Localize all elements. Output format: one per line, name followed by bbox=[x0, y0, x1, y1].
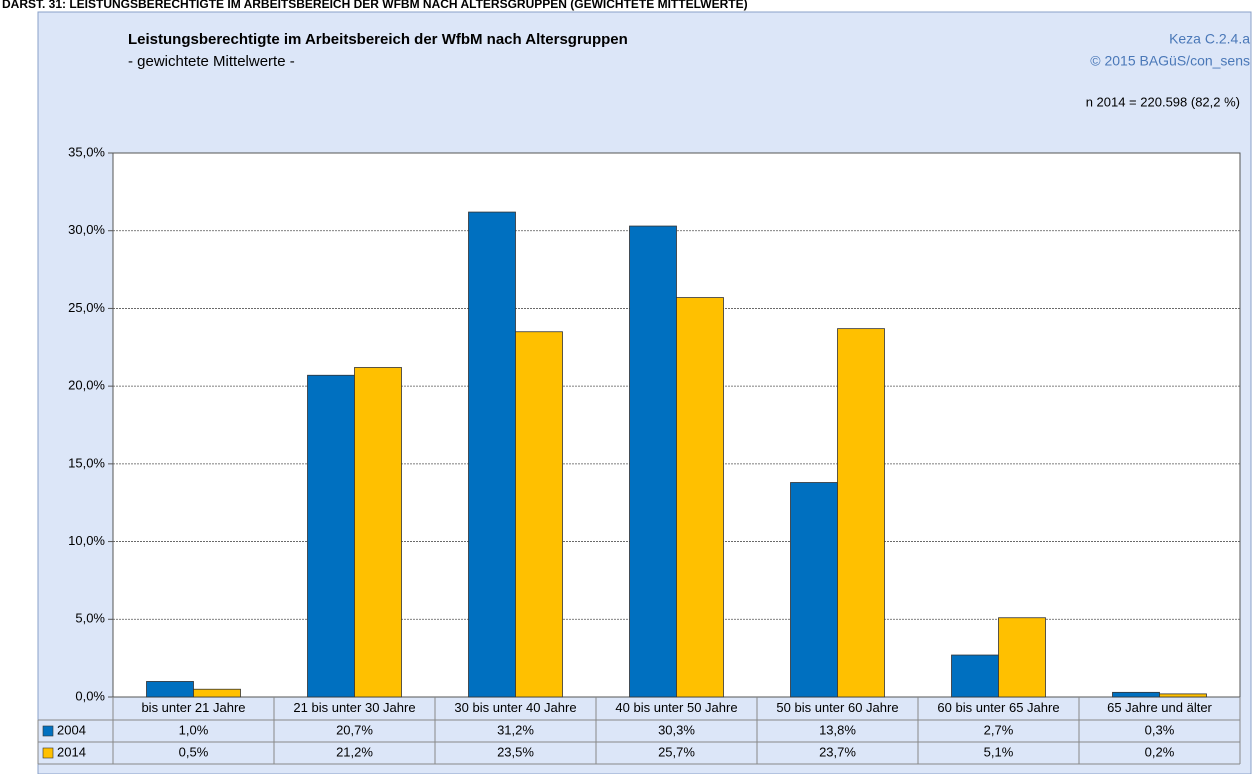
table-value: 5,1% bbox=[984, 744, 1014, 759]
bar bbox=[837, 328, 885, 698]
x-tick-label: 65 Jahre und älter bbox=[1107, 700, 1212, 715]
y-tick-label: 15,0% bbox=[68, 455, 105, 470]
table-value: 25,7% bbox=[658, 744, 695, 759]
table-value: 0,2% bbox=[1145, 744, 1175, 759]
bar bbox=[354, 367, 402, 698]
y-tick-label: 0,0% bbox=[75, 688, 105, 703]
x-tick-label: 21 bis unter 30 Jahre bbox=[293, 700, 415, 715]
bar bbox=[468, 211, 516, 698]
caption: DARST. 31: LEISTUNGSBERECHTIGTE IM ARBEI… bbox=[2, 0, 748, 11]
table-value: 30,3% bbox=[658, 722, 695, 737]
source-code: Keza C.2.4.a bbox=[1169, 31, 1250, 47]
bar bbox=[307, 374, 355, 698]
x-tick-label: 40 bis unter 50 Jahre bbox=[615, 700, 737, 715]
table-value: 23,5% bbox=[497, 744, 534, 759]
x-tick-label: 50 bis unter 60 Jahre bbox=[776, 700, 898, 715]
legend-key bbox=[42, 725, 54, 737]
bar bbox=[1159, 693, 1207, 698]
table-value: 23,7% bbox=[819, 744, 856, 759]
chart-title: Leistungsberechtigte im Arbeitsbereich d… bbox=[128, 31, 628, 48]
legend-label: 2004 bbox=[57, 722, 86, 737]
x-tick-label: 30 bis unter 40 Jahre bbox=[454, 700, 576, 715]
table-value: 1,0% bbox=[179, 722, 209, 737]
y-tick-label: 30,0% bbox=[68, 222, 105, 237]
table-value: 31,2% bbox=[497, 722, 534, 737]
bar bbox=[193, 688, 241, 698]
y-tick-label: 10,0% bbox=[68, 533, 105, 548]
table-value: 2,7% bbox=[984, 722, 1014, 737]
y-tick-label: 25,0% bbox=[68, 300, 105, 315]
copyright: © 2015 BAGüS/con_sens bbox=[1090, 53, 1250, 69]
bar bbox=[676, 297, 724, 698]
y-tick-label: 20,0% bbox=[68, 378, 105, 393]
x-tick-label: bis unter 21 Jahre bbox=[141, 700, 245, 715]
table-value: 13,8% bbox=[819, 722, 856, 737]
table-value: 0,5% bbox=[179, 744, 209, 759]
table-value: 21,2% bbox=[336, 744, 373, 759]
chart-subtitle: - gewichtete Mittelwerte - bbox=[128, 53, 295, 70]
table-value: 0,3% bbox=[1145, 722, 1175, 737]
bar bbox=[515, 331, 563, 698]
bar bbox=[790, 482, 838, 698]
legend-key bbox=[42, 747, 54, 759]
bar bbox=[951, 654, 999, 698]
legend-label: 2014 bbox=[57, 744, 86, 759]
x-tick-label: 60 bis unter 65 Jahre bbox=[937, 700, 1059, 715]
table-value: 20,7% bbox=[336, 722, 373, 737]
bar bbox=[146, 681, 194, 698]
y-tick-label: 5,0% bbox=[75, 611, 105, 626]
y-tick-label: 35,0% bbox=[68, 144, 105, 159]
bar bbox=[1112, 691, 1160, 698]
bar bbox=[998, 617, 1046, 698]
bar bbox=[629, 225, 677, 698]
sample-note: n 2014 = 220.598 (82,2 %) bbox=[1086, 94, 1240, 109]
